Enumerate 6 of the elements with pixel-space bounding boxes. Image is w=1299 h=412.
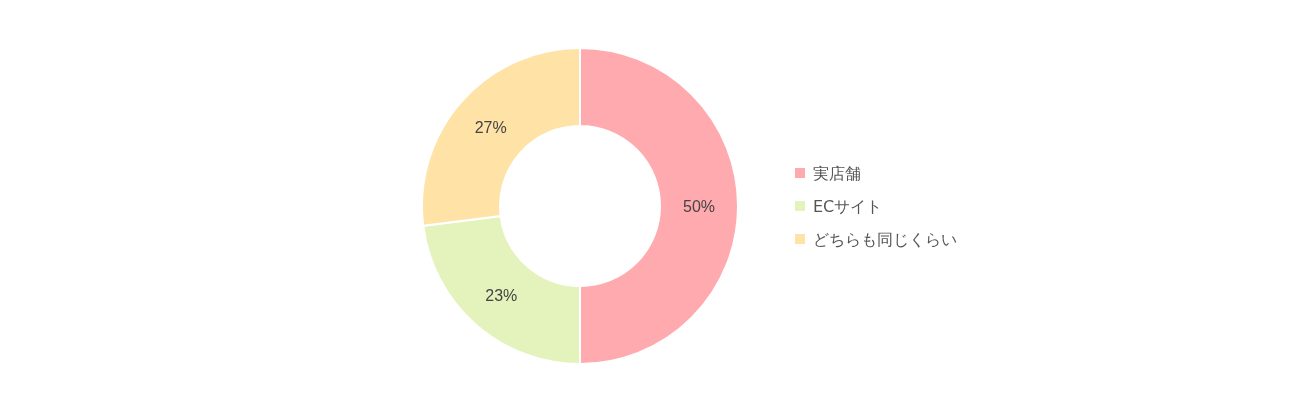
- data-label: 23%: [485, 286, 518, 304]
- data-label: 50%: [682, 197, 716, 215]
- legend-label: ECサイト: [813, 196, 883, 216]
- data-label: 27%: [474, 118, 507, 136]
- legend-label: 実店舗: [813, 163, 861, 183]
- legend-label: どちらも同じくらい: [813, 229, 957, 249]
